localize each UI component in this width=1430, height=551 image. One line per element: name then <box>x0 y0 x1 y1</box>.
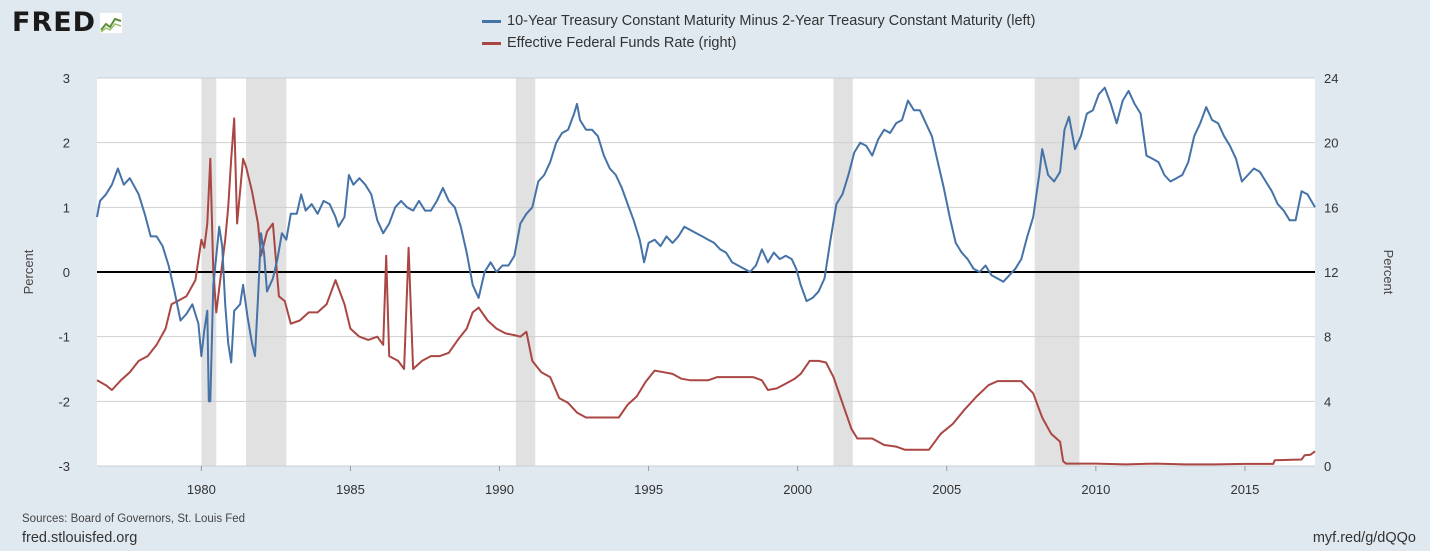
chart-line-icon <box>99 12 124 34</box>
x-tick-label: 2005 <box>932 482 961 497</box>
x-tick-label: 1985 <box>336 482 365 497</box>
legend-label-fedfunds: Effective Federal Funds Rate (right) <box>507 35 737 51</box>
left-tick-label: 3 <box>63 71 70 86</box>
series-line-spread <box>96 86 1316 403</box>
left-tick-label: -2 <box>58 394 70 409</box>
x-tick-label: 2010 <box>1081 482 1110 497</box>
right-tick-label: 4 <box>1324 394 1331 409</box>
x-tick-label: 1990 <box>485 482 514 497</box>
sources-note: Sources: Board of Governors, St. Louis F… <box>22 513 246 525</box>
grid-lines <box>97 77 1315 467</box>
left-tick-label: 0 <box>63 265 70 280</box>
right-axis-ticks: 24 20 16 12 8 4 0 <box>1324 71 1338 474</box>
right-axis-title: Percent <box>1381 250 1396 295</box>
x-tick-label: 1980 <box>187 482 216 497</box>
legend-swatch-fedfunds <box>482 41 501 45</box>
x-tick-label: 1995 <box>634 482 663 497</box>
right-tick-label: 12 <box>1324 265 1338 280</box>
chart-legend: 10-Year Treasury Constant Maturity Minus… <box>482 10 1035 54</box>
left-tick-label: -1 <box>58 330 70 345</box>
legend-item-spread[interactable]: 10-Year Treasury Constant Maturity Minus… <box>482 10 1035 32</box>
site-link[interactable]: fred.stlouisfed.org <box>22 530 138 546</box>
short-link[interactable]: myf.red/g/dQQo <box>1312 530 1416 546</box>
legend-swatch-spread <box>482 19 501 23</box>
left-axis-title: Percent <box>21 249 36 294</box>
left-tick-label: 1 <box>63 200 70 215</box>
left-axis-ticks: 3 2 1 0 -1 -2 -3 <box>58 71 70 474</box>
legend-label-spread: 10-Year Treasury Constant Maturity Minus… <box>507 13 1036 29</box>
left-tick-label: -3 <box>58 459 70 474</box>
right-tick-label: 24 <box>1324 71 1338 86</box>
legend-item-fedfunds[interactable]: Effective Federal Funds Rate (right) <box>482 32 1035 54</box>
x-tick-label: 2000 <box>783 482 812 497</box>
right-tick-label: 20 <box>1324 136 1338 151</box>
left-tick-label: 2 <box>63 136 70 151</box>
x-tick-label: 2015 <box>1230 482 1259 497</box>
fred-logo[interactable]: FRED <box>12 7 124 38</box>
series-layer <box>96 86 1316 466</box>
right-tick-label: 16 <box>1324 200 1338 215</box>
logo-text: FRED <box>12 7 97 38</box>
right-tick-label: 0 <box>1324 459 1331 474</box>
right-tick-label: 8 <box>1324 330 1331 345</box>
series-line-fedfunds <box>96 117 1316 466</box>
x-axis-ticks: 1980 1985 1990 1995 2000 2005 2010 2015 <box>187 466 1259 497</box>
